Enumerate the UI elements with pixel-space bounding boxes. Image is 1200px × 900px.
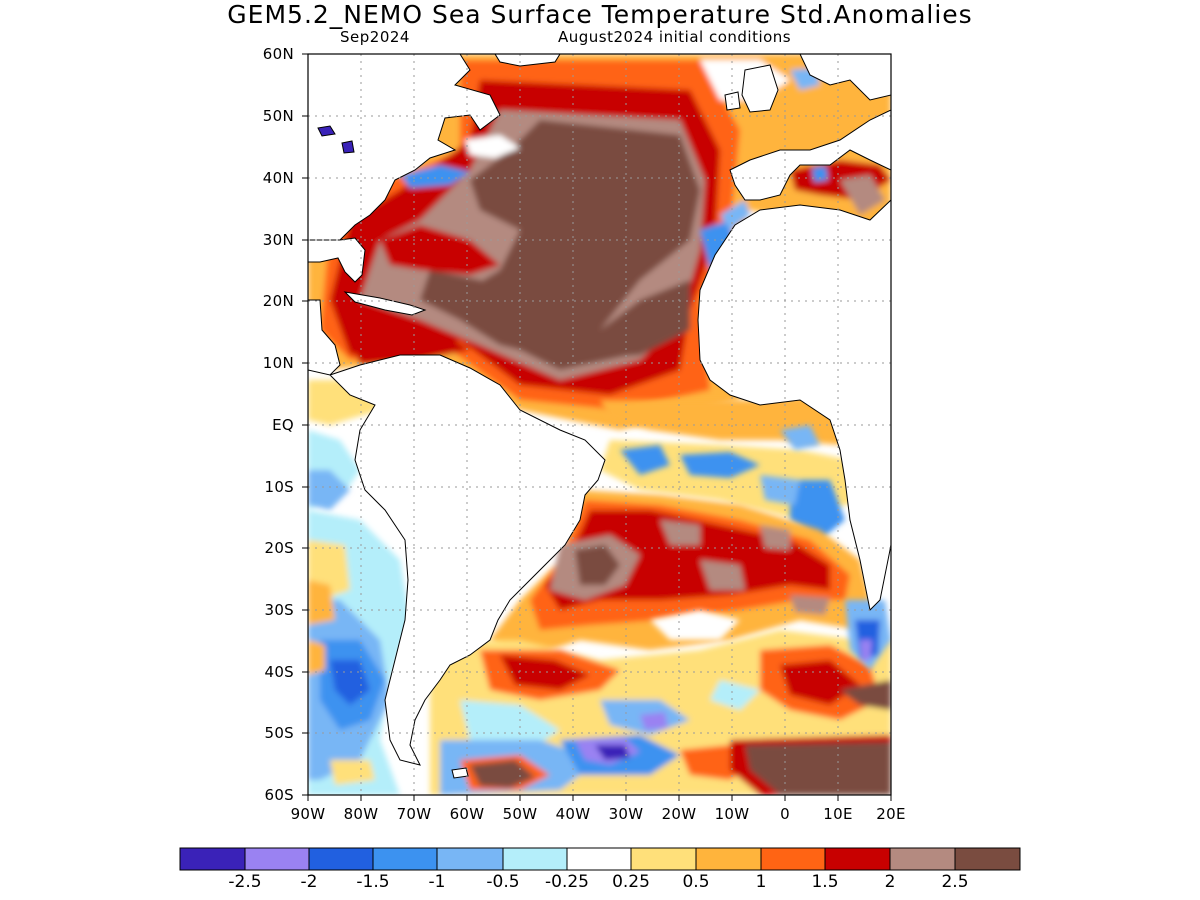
lat-label: 60N bbox=[262, 45, 294, 63]
colorbar-swatch bbox=[955, 848, 1020, 870]
lon-label: 50W bbox=[502, 805, 538, 823]
lat-label: 50S bbox=[264, 724, 294, 742]
colorbar-swatch bbox=[890, 848, 955, 870]
lon-label: 20W bbox=[661, 805, 697, 823]
lat-label: EQ bbox=[272, 416, 294, 434]
colorbar-label: 1 bbox=[755, 872, 767, 892]
lat-label: 10N bbox=[262, 354, 294, 372]
colorbar-label: -2.5 bbox=[228, 872, 262, 892]
colorbar-label: -1.5 bbox=[356, 872, 390, 892]
map-gridlines bbox=[308, 54, 891, 795]
initial-conditions-label: August2024 initial conditions bbox=[558, 28, 792, 46]
lon-label: 70W bbox=[396, 805, 432, 823]
colorbar-label: -2 bbox=[300, 872, 318, 892]
colorbar-swatch bbox=[180, 848, 245, 870]
lon-label: 0 bbox=[780, 805, 790, 823]
colorbar-label: 1.5 bbox=[811, 872, 839, 892]
colorbar-label: -0.5 bbox=[486, 872, 520, 892]
colorbar-swatch bbox=[373, 848, 437, 870]
lat-label: 20S bbox=[264, 539, 294, 557]
forecast-month: Sep2024 bbox=[340, 28, 410, 46]
colorbar-label: 0.5 bbox=[682, 872, 710, 892]
colorbar-swatch bbox=[567, 848, 631, 870]
colorbar-swatch bbox=[503, 848, 567, 870]
colorbar-swatch bbox=[437, 848, 503, 870]
lon-label: 80W bbox=[343, 805, 379, 823]
colorbar-label: 0.25 bbox=[612, 872, 650, 892]
lat-label: 30S bbox=[264, 601, 294, 619]
lat-label: 60S bbox=[264, 786, 294, 804]
lon-label: 60W bbox=[449, 805, 485, 823]
lat-label: 30N bbox=[262, 231, 294, 249]
lat-label: 10S bbox=[264, 478, 294, 496]
colorbar-swatch bbox=[245, 848, 309, 870]
axis-ticks bbox=[302, 53, 892, 801]
lat-label: 40N bbox=[262, 169, 294, 187]
colorbar-swatch bbox=[825, 848, 890, 870]
lat-label: 40S bbox=[264, 663, 294, 681]
colorbar-swatch bbox=[309, 848, 373, 870]
colorbar-swatch bbox=[761, 848, 825, 870]
colorbar-label: -0.25 bbox=[545, 872, 589, 892]
lon-label: 40W bbox=[555, 805, 591, 823]
lat-label: 20N bbox=[262, 292, 294, 310]
lon-label: 30W bbox=[608, 805, 644, 823]
colorbar-label: 2 bbox=[884, 872, 896, 892]
anomaly-field bbox=[308, 54, 891, 795]
colorbar bbox=[179, 847, 1021, 871]
colorbar-swatch bbox=[696, 848, 761, 870]
lon-label: 20E bbox=[876, 805, 906, 823]
lat-label: 50N bbox=[262, 107, 294, 125]
colorbar-label: 2.5 bbox=[941, 872, 969, 892]
lon-label: 10W bbox=[714, 805, 750, 823]
colorbar-label: -1 bbox=[428, 872, 446, 892]
lon-label: 10E bbox=[823, 805, 853, 823]
colorbar-swatch bbox=[631, 848, 696, 870]
lon-label: 90W bbox=[290, 805, 326, 823]
map-title: GEM5.2_NEMO Sea Surface Temperature Std.… bbox=[227, 0, 973, 29]
